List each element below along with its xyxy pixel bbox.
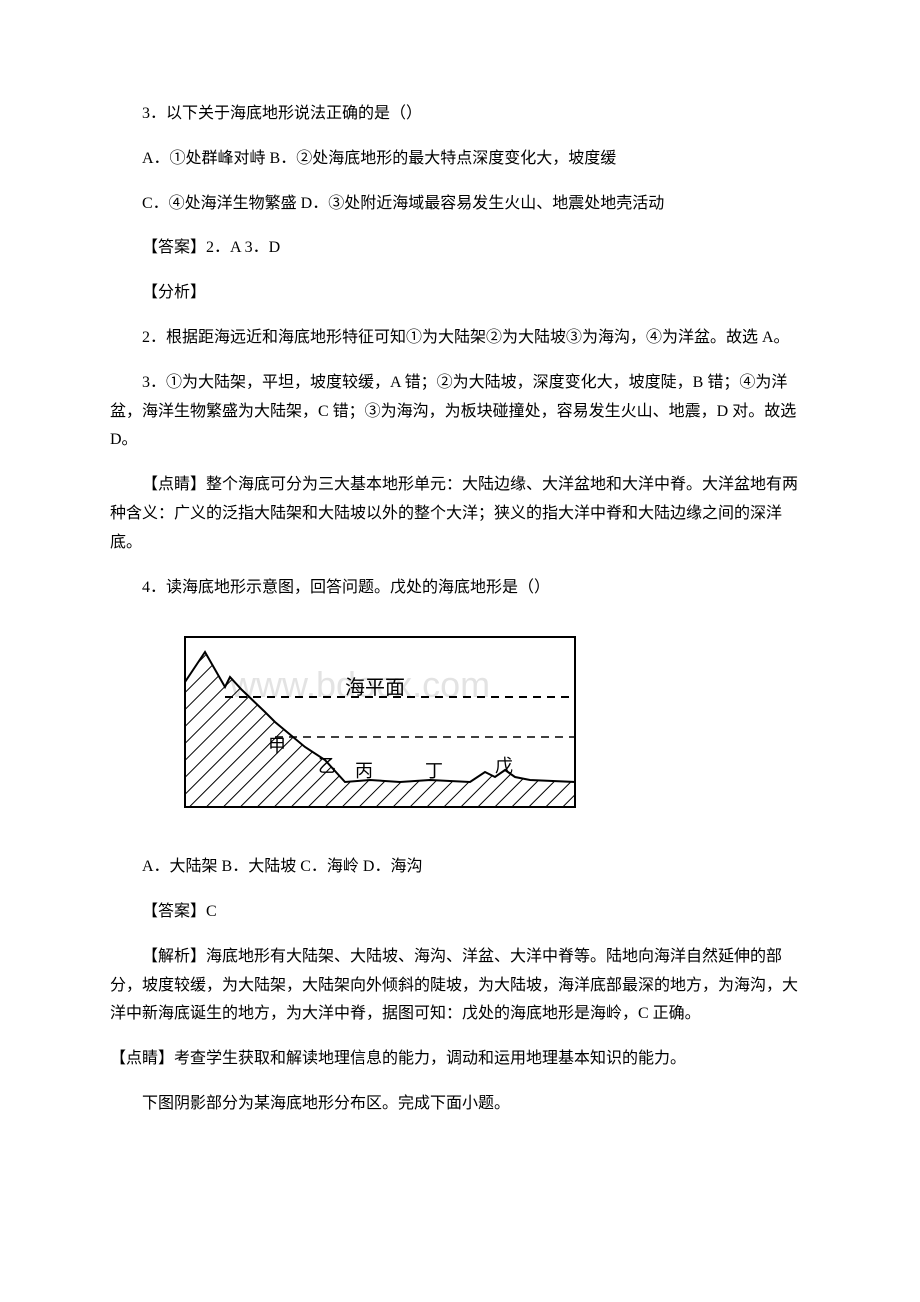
svg-text:丁: 丁 — [425, 761, 443, 781]
svg-text:甲: 甲 — [268, 736, 286, 756]
seafloor-diagram: www.bdocx.com 海平面 甲 乙 丙 丁 戊 — [170, 622, 810, 833]
q3-stem: 3．以下关于海底地形说法正确的是（） — [110, 100, 810, 129]
q3-analysis-3: 3．①为大陆架，平坦，坡度较缓，A 错；②为大陆坡，深度变化大，坡度陡，B 错；… — [110, 369, 810, 455]
q3-dianjing: 【点睛】整个海底可分为三大基本地形单元：大陆边缘、大洋盆地和大洋中脊。大洋盆地有… — [110, 471, 810, 557]
svg-text:丙: 丙 — [355, 761, 373, 781]
next-question-intro: 下图阴影部分为某海底地形分布区。完成下面小题。 — [110, 1090, 810, 1119]
svg-text:海平面: 海平面 — [345, 676, 405, 699]
q4-answer: 【答案】C — [110, 898, 810, 927]
svg-text:戊: 戊 — [495, 756, 513, 776]
q4-dianjing: 【点睛】考查学生获取和解读地理信息的能力，调动和运用地理基本知识的能力。 — [110, 1045, 810, 1074]
q3-option-ab: A．①处群峰对峙 B．②处海底地形的最大特点深度变化大，坡度缓 — [110, 145, 810, 174]
q4-options: A．大陆架 B．大陆坡 C．海岭 D．海沟 — [110, 853, 810, 882]
q3-option-cd: C．④处海洋生物繁盛 D．③处附近海域最容易发生火山、地震处地壳活动 — [110, 190, 810, 219]
q4-jiexi: 【解析】海底地形有大陆架、大陆坡、海沟、洋盆、大洋中脊等。陆地向海洋自然延伸的部… — [110, 943, 810, 1029]
q4-stem: 4．读海底地形示意图，回答问题。戊处的海底地形是（） — [110, 574, 810, 603]
q3-answer: 【答案】2．A 3．D — [110, 234, 810, 263]
q3-analysis-label: 【分析】 — [110, 279, 810, 308]
svg-text:乙: 乙 — [318, 756, 336, 776]
q3-analysis-2: 2．根据距海远近和海底地形特征可知①为大陆架②为大陆坡③为海沟，④为洋盆。故选 … — [110, 324, 810, 353]
